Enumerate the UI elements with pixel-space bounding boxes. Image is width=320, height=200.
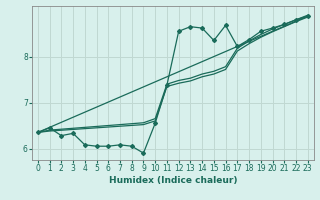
- X-axis label: Humidex (Indice chaleur): Humidex (Indice chaleur): [108, 176, 237, 185]
